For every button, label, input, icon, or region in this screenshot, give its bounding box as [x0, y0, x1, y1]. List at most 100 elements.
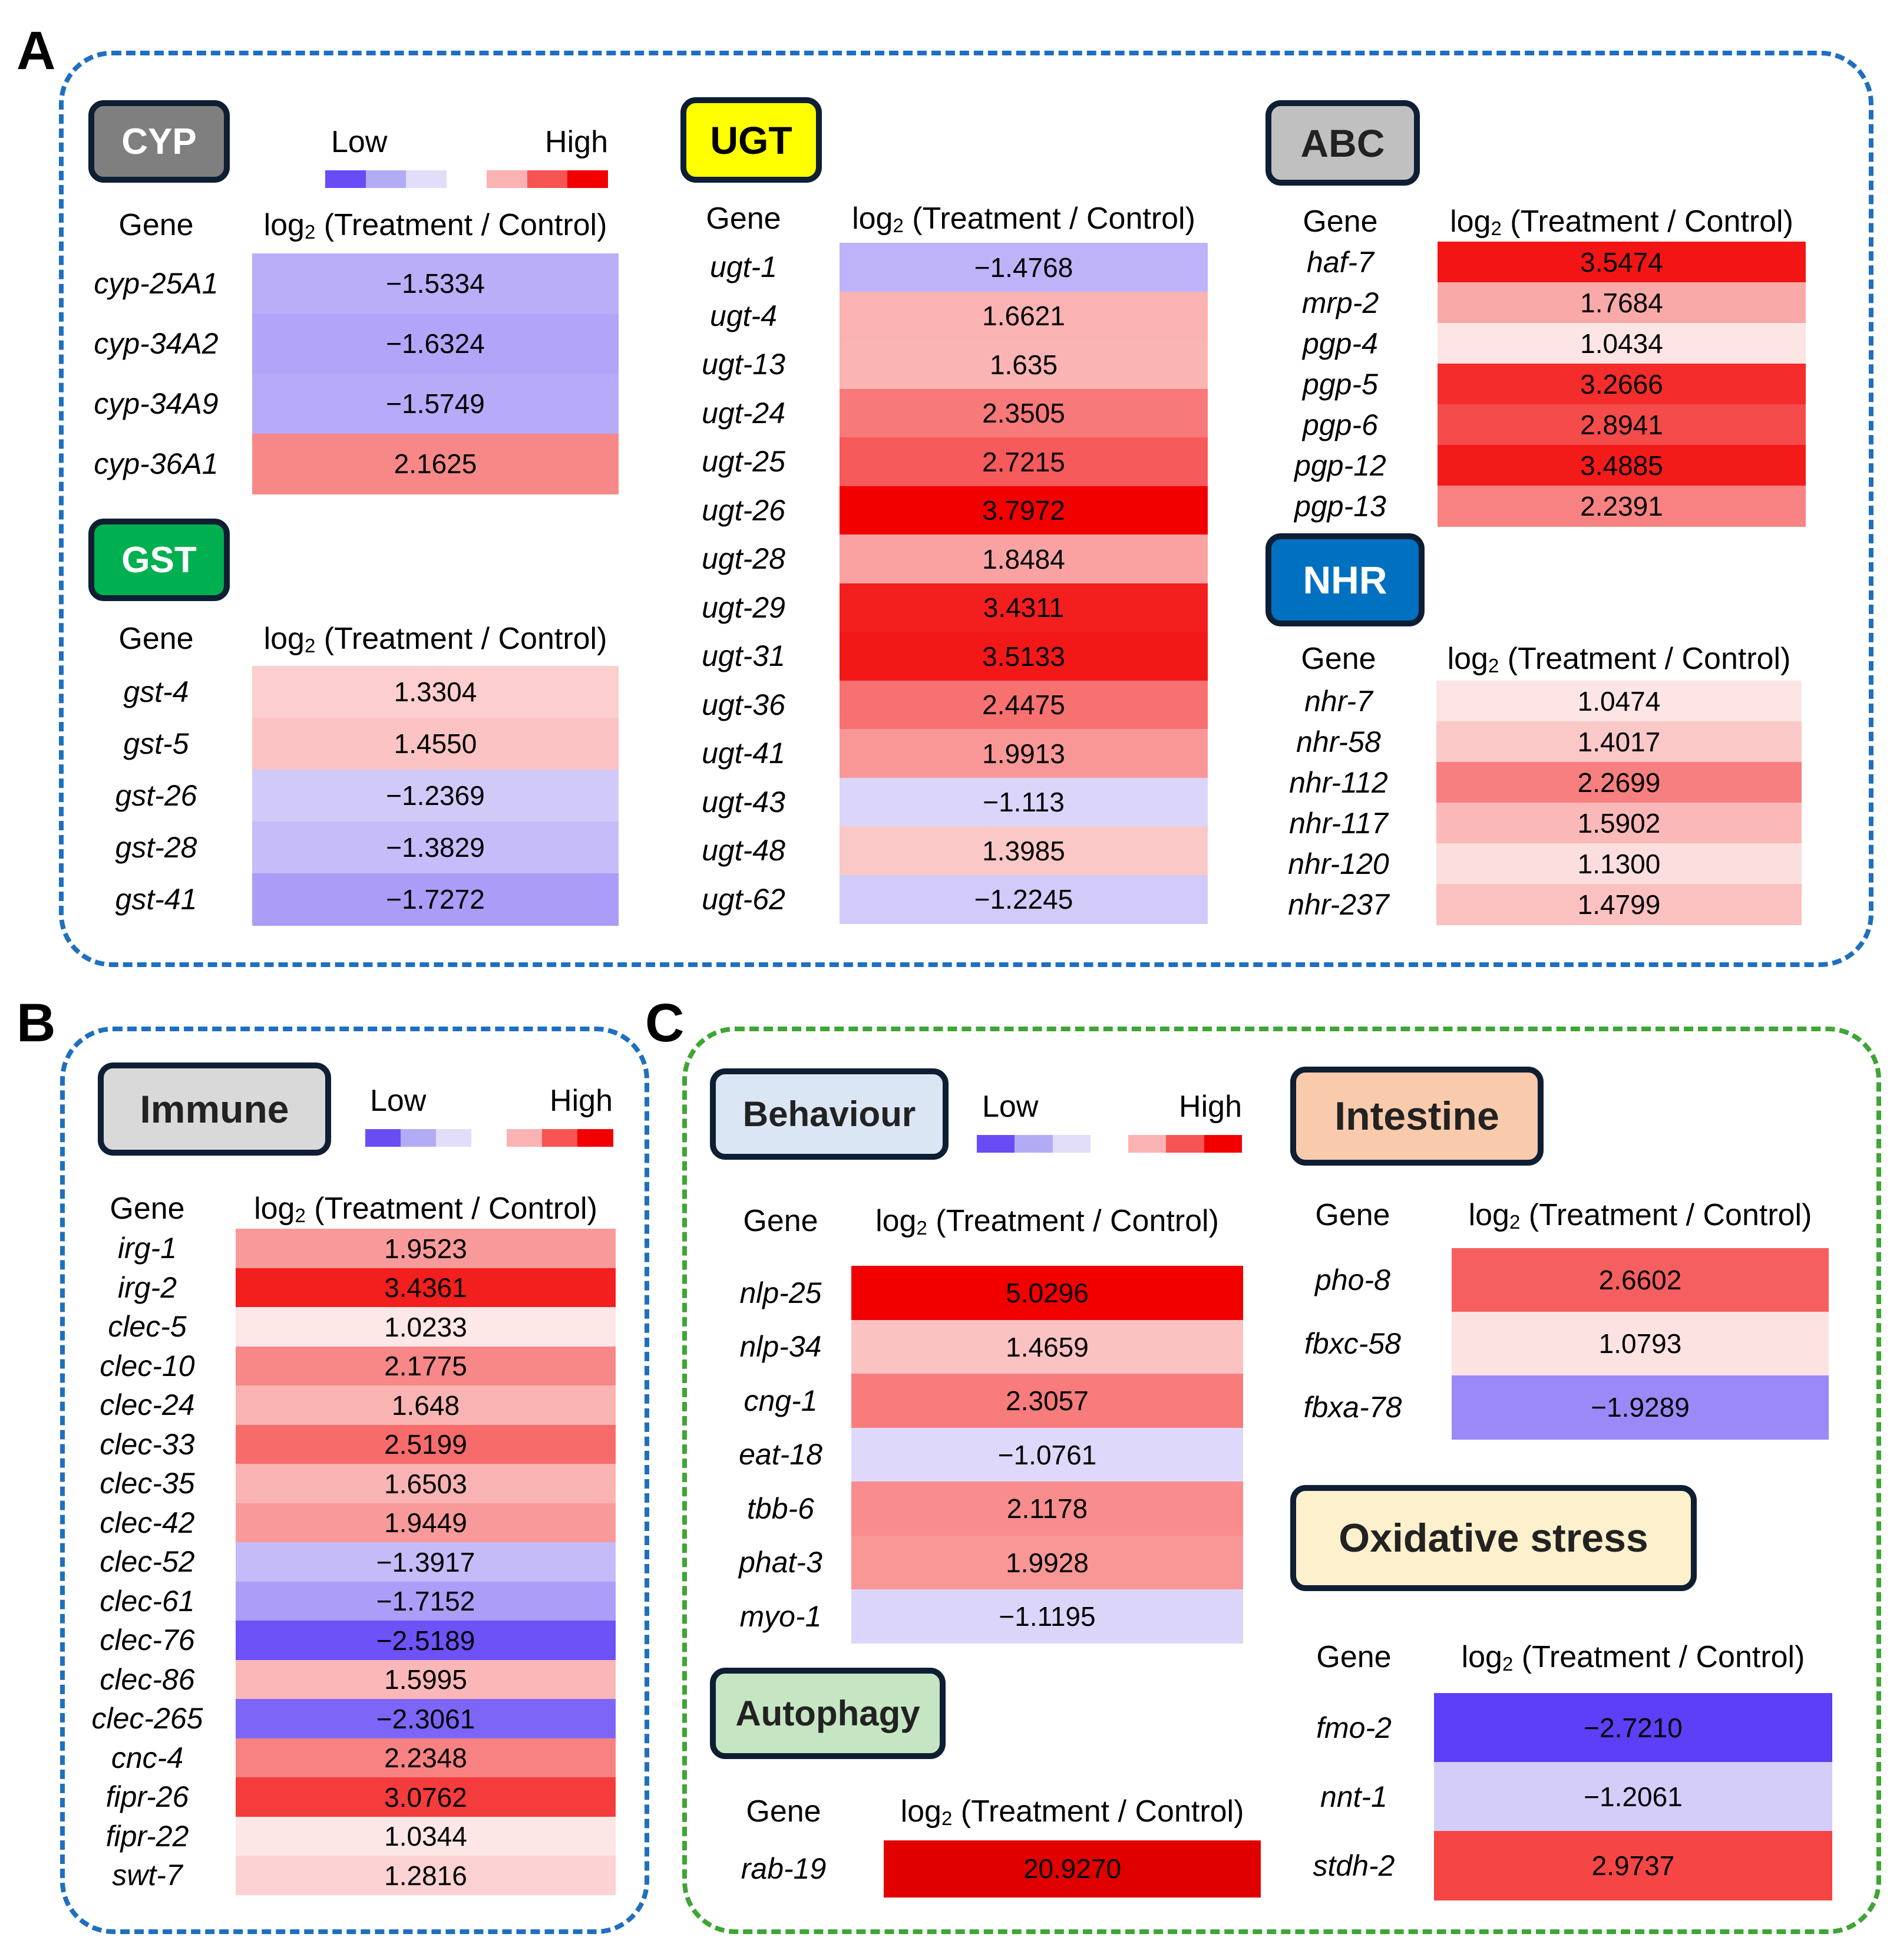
heatmap-cell: 1.5902: [1436, 803, 1802, 844]
gene-label: rab-19: [741, 1852, 827, 1885]
gene-label: pgp-4: [1303, 326, 1378, 360]
gene-label: cyp-34A9: [94, 387, 219, 420]
heatmap-cell: 2.6602: [1452, 1248, 1829, 1312]
behaviour-value-header: log2 (Treatment / Control): [875, 1204, 1219, 1239]
heatmap-cell: 1.9449: [236, 1503, 616, 1543]
heatmap-cell: 1.8484: [840, 534, 1208, 583]
heatmap-cell: 1.0793: [1452, 1312, 1829, 1376]
heatmap-cell: 2.8941: [1438, 404, 1806, 446]
legend-low-label: Low: [370, 1084, 427, 1118]
gene-label: pgp-5: [1303, 367, 1378, 401]
heatmap-cell: −1.5334: [252, 253, 619, 314]
heatmap-cell: 1.9913: [840, 729, 1208, 778]
nhr-value-header: log2 (Treatment / Control): [1447, 642, 1791, 677]
heatmap-cell: −1.5749: [252, 374, 619, 434]
gene-label: gst-41: [115, 883, 197, 916]
gene-label: nhr-58: [1296, 725, 1381, 758]
intestine-value-header: log2 (Treatment / Control): [1468, 1198, 1812, 1233]
gene-label: swt-7: [112, 1859, 183, 1892]
heatmap-cell: 2.3505: [840, 388, 1208, 438]
gene-label: nhr-117: [1289, 806, 1388, 840]
gene-label: cyp-34A2: [94, 327, 219, 360]
heatmap-cell: 1.3304: [252, 666, 619, 718]
heatmap-cell: 1.6621: [840, 291, 1208, 341]
heatmap-cell: −2.7210: [1434, 1693, 1832, 1763]
gst-value-header: log2 (Treatment / Control): [263, 622, 607, 656]
legend-swatch: [977, 1135, 1015, 1153]
gene-label: clec-33: [100, 1427, 195, 1461]
heatmap-cell: 1.0233: [236, 1307, 616, 1347]
gene-label: irg-1: [117, 1232, 177, 1265]
legend-swatch: [507, 1129, 543, 1147]
gene-label: nhr-112: [1289, 765, 1388, 799]
gene-label: ugt-48: [702, 834, 785, 867]
heatmap-cell: 3.4311: [840, 583, 1208, 632]
panel-letter-c: C: [645, 993, 685, 1053]
heatmap-cell: −1.3917: [236, 1542, 616, 1582]
cyp-gene-header: Gene: [118, 208, 194, 242]
abc-value-header: log2 (Treatment / Control): [1450, 204, 1793, 239]
heatmap-cell: 1.648: [236, 1385, 616, 1425]
gene-label: clec-265: [91, 1702, 203, 1735]
heatmap-cell: 2.2699: [1436, 762, 1802, 803]
gene-label: cng-1: [744, 1384, 818, 1417]
heatmap-cell: 1.4659: [851, 1319, 1243, 1374]
heatmap-cell: 2.2348: [236, 1738, 616, 1778]
intestine-gene-header: Gene: [1315, 1198, 1390, 1232]
legend-swatch: [471, 1129, 507, 1147]
gene-label: ugt-29: [702, 590, 785, 624]
abc-badge: ABC: [1265, 100, 1420, 186]
gene-label: clec-76: [100, 1624, 195, 1657]
heatmap-cell: −1.1195: [851, 1589, 1243, 1644]
heatmap-cell: 2.1625: [252, 434, 619, 494]
heatmap-cell: 1.4017: [1436, 721, 1802, 763]
legend-high-label: High: [550, 1084, 613, 1118]
heatmap-cell: −1.6324: [252, 314, 619, 374]
legend-swatch: [567, 170, 609, 188]
heatmap-cell: −2.3061: [236, 1699, 616, 1738]
legend-swatch: [1015, 1135, 1053, 1153]
autophagy-badge: Autophagy: [710, 1668, 946, 1759]
gene-label: ugt-43: [702, 785, 785, 819]
legend-swatch: [542, 1129, 578, 1147]
autophagy-gene-header: Gene: [746, 1794, 821, 1829]
legend-swatch: [1090, 1135, 1129, 1153]
heatmap-cell: 1.635: [840, 340, 1208, 389]
behaviour-gene-header: Gene: [743, 1204, 818, 1238]
gene-label: ugt-24: [702, 396, 785, 430]
legend-swatch: [325, 170, 366, 188]
heatmap-cell: 2.3057: [851, 1374, 1243, 1428]
autophagy-value-header: log2 (Treatment / Control): [900, 1794, 1244, 1829]
gene-label: nlp-34: [739, 1330, 822, 1364]
heatmap-cell: −1.2061: [1434, 1762, 1832, 1832]
panel-frame-c: [682, 1027, 1881, 1934]
heatmap-cell: −1.7272: [252, 873, 619, 926]
legend-high-label: High: [545, 125, 608, 159]
gene-label: mrp-2: [1301, 286, 1379, 319]
gene-label: irg-2: [117, 1271, 177, 1304]
heatmap-cell: 3.0762: [236, 1777, 616, 1817]
heatmap-cell: 1.2816: [236, 1856, 616, 1895]
gene-label: clec-10: [100, 1349, 195, 1382]
gene-label: ugt-4: [710, 299, 777, 332]
gene-label: fbxa-78: [1303, 1391, 1402, 1424]
panel-letter-a: A: [16, 21, 56, 81]
oxidative-stress-gene-header: Gene: [1316, 1640, 1392, 1674]
oxidative-stress-value-header: log2 (Treatment / Control): [1461, 1640, 1805, 1675]
legend-swatch: [446, 170, 487, 188]
gene-label: ugt-1: [710, 250, 777, 284]
gene-label: nhr-7: [1304, 684, 1373, 718]
oxidative-stress-badge: Oxidative stress: [1290, 1485, 1697, 1591]
gene-label: myo-1: [739, 1599, 822, 1633]
gene-label: clec-42: [100, 1506, 195, 1539]
gst-badge: GST: [88, 519, 230, 601]
heatmap-cell: 1.0474: [1436, 681, 1802, 722]
heatmap-cell: 3.5474: [1438, 242, 1806, 283]
heatmap-cell: 1.9928: [851, 1535, 1243, 1590]
legend-swatch: [365, 1129, 401, 1147]
heatmap-cell: 3.5133: [840, 632, 1208, 681]
legend-swatch: [577, 1129, 613, 1147]
color-legend: Low High: [977, 1091, 1243, 1156]
nhr-gene-header: Gene: [1301, 642, 1376, 676]
gene-label: nhr-120: [1288, 847, 1389, 880]
